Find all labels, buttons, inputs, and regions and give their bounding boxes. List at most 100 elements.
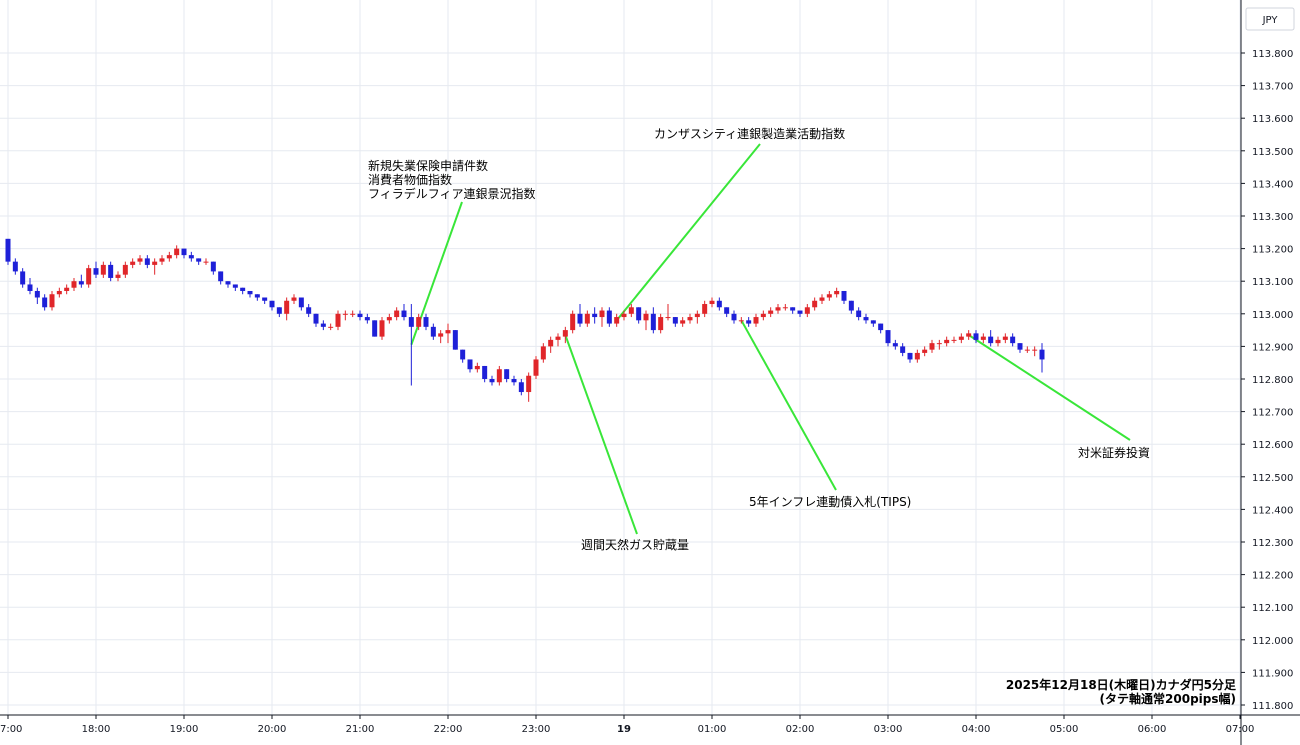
candle-body <box>1002 336 1008 340</box>
candle-body <box>790 307 796 311</box>
candle <box>482 365 488 383</box>
candle <box>291 294 297 305</box>
annotation-line <box>564 334 638 535</box>
candle-body <box>804 307 810 314</box>
candle <box>636 307 642 324</box>
candle <box>1010 333 1016 347</box>
candle-body <box>636 307 642 321</box>
y-tick-label: 111.900 <box>1252 668 1293 679</box>
candle <box>364 313 370 324</box>
candle <box>203 258 209 265</box>
candle-body <box>350 313 356 315</box>
candle <box>533 356 539 379</box>
candle-body <box>658 317 664 331</box>
grid <box>0 0 1241 715</box>
candle <box>570 310 576 334</box>
candle-body <box>1024 349 1030 351</box>
candle <box>210 261 216 275</box>
x-tick-label: 07:00 <box>1226 724 1255 735</box>
candle-body <box>284 300 290 314</box>
candle <box>269 300 275 311</box>
x-tick-label: 02:00 <box>786 724 815 735</box>
candle-body <box>5 238 11 262</box>
candle-body <box>665 317 671 319</box>
candle <box>174 245 180 259</box>
candle-body <box>34 290 40 298</box>
candle <box>724 307 730 318</box>
y-tick-label: 113.400 <box>1252 179 1293 190</box>
candle <box>166 251 172 262</box>
candle <box>137 255 143 265</box>
candle <box>20 268 26 288</box>
candle <box>276 307 282 318</box>
candle <box>584 310 590 327</box>
y-tick-label: 112.800 <box>1252 375 1293 386</box>
candle-body <box>416 317 422 327</box>
candle <box>716 297 722 311</box>
candle-body <box>870 320 876 324</box>
candle-body <box>511 379 517 383</box>
candle <box>680 317 686 327</box>
candle-body <box>841 290 847 301</box>
candle <box>108 261 114 282</box>
candle <box>394 307 400 321</box>
candle-body <box>672 317 678 324</box>
candle-body <box>797 310 803 314</box>
candle-body <box>716 300 722 308</box>
candle-body <box>775 307 781 311</box>
chart-caption: 2025年12月18日(木曜日)カナダ円5分足(タテ軸通常200pips幅) <box>1006 677 1236 706</box>
candle-body <box>269 300 275 308</box>
candle-body <box>306 307 312 314</box>
candle <box>467 359 473 373</box>
candle-body <box>166 255 172 259</box>
annotation-label: 週間天然ガス貯蔵量 <box>581 537 689 552</box>
candle <box>885 330 891 347</box>
candle <box>555 333 561 347</box>
candle-body <box>452 330 458 350</box>
candle-body <box>386 317 392 321</box>
candle-body <box>702 304 708 314</box>
candle <box>577 304 583 327</box>
candle <box>878 323 884 334</box>
candle <box>71 277 77 291</box>
candle-body <box>313 313 319 324</box>
candle-body <box>936 343 942 345</box>
candle <box>936 339 942 350</box>
candle <box>738 317 744 324</box>
candle-body <box>504 369 510 379</box>
candle <box>460 349 466 363</box>
candle-body <box>64 287 70 291</box>
candle-body <box>614 317 620 324</box>
candle-body <box>628 307 634 314</box>
x-tick-label: 06:00 <box>1138 724 1167 735</box>
candle <box>870 320 876 327</box>
candle <box>130 258 136 269</box>
candle <box>819 294 825 305</box>
candle <box>78 274 84 288</box>
candle-body <box>819 297 825 301</box>
candle <box>614 313 620 327</box>
candle-body <box>694 313 700 318</box>
candle-body <box>760 313 766 318</box>
candle-body <box>298 297 304 308</box>
candle <box>804 304 810 318</box>
candle <box>599 307 605 327</box>
candle <box>988 330 994 347</box>
candle-body <box>768 310 774 314</box>
candle-body <box>709 300 715 305</box>
candle <box>1017 343 1023 353</box>
candle-body <box>130 261 136 265</box>
candle <box>218 271 224 285</box>
candle-body <box>247 290 253 295</box>
candle-body <box>93 268 99 275</box>
candle-body <box>460 349 466 360</box>
x-tick-label: 20:00 <box>258 724 287 735</box>
candle-body <box>533 359 539 376</box>
y-tick-label: 113.100 <box>1252 277 1293 288</box>
candle <box>526 372 532 402</box>
candle-body <box>181 248 187 256</box>
candle <box>621 310 627 321</box>
candle <box>320 320 326 331</box>
candle-body <box>914 352 920 360</box>
